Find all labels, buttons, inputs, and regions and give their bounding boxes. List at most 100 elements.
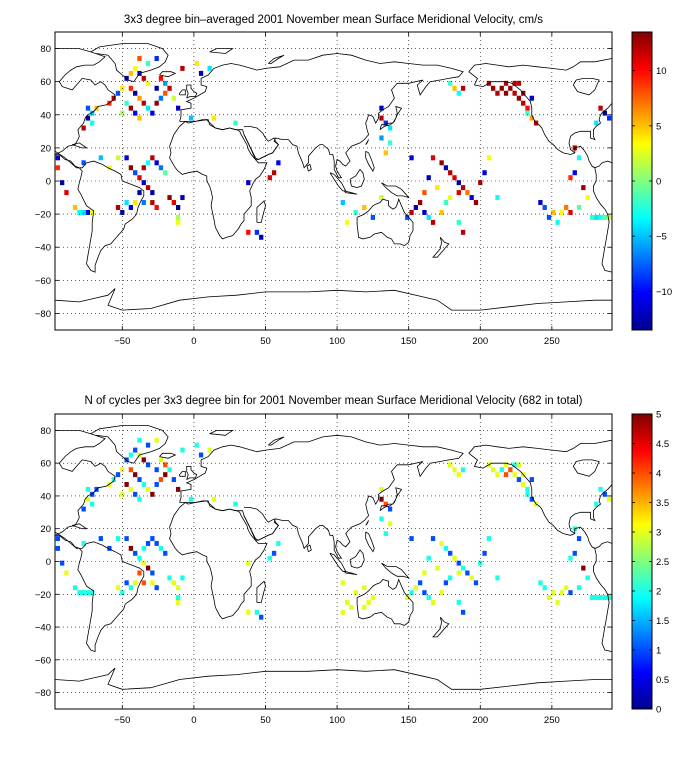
data-cell [387,140,393,146]
data-cell [503,472,509,478]
data-cell [542,205,547,210]
y-tick-label: −40 [35,243,51,254]
data-cell [430,155,436,161]
data-cell [581,185,586,191]
data-cell [426,555,431,561]
data-cell [495,195,500,201]
coastline [90,425,169,464]
data-cell [72,205,78,210]
data-cell [430,219,436,225]
data-cell [456,472,461,478]
data-cell [456,570,461,576]
coastline [268,436,285,446]
colorbar-tick-label: 0 [656,705,661,716]
data-cell [167,85,172,91]
data-cell [207,65,212,71]
data-cell [499,85,504,91]
data-cell [171,477,176,483]
data-cell [413,205,418,210]
data-cell [137,175,142,181]
data-cell [175,600,181,605]
data-cell [81,590,86,596]
data-cell [602,214,607,220]
data-cell [516,80,522,86]
data-cell [259,234,264,240]
colorbar-tick-label: 3 [656,528,661,539]
x-tick-label: 0 [191,336,196,347]
data-cell [267,175,272,181]
data-cell [551,209,556,215]
data-cell [246,609,251,615]
coastline [55,48,116,155]
y-tick-label: 20 [40,524,51,535]
data-cell [581,565,586,571]
data-cell [154,467,159,473]
data-cell [460,185,466,191]
colorbar-tick-label: 5 [656,410,661,421]
data-cell [340,200,345,206]
data-cell [163,80,168,86]
data-cell [525,105,530,111]
data-cell [154,85,159,91]
data-cell [538,580,543,586]
coastline [568,102,612,154]
data-cell [551,590,556,596]
data-cell [585,195,590,201]
data-cell [478,560,483,566]
data-cell [589,214,595,220]
data-cell [448,462,453,468]
data-cell [120,110,125,116]
data-cell [362,604,367,610]
data-cell [133,447,138,453]
data-cell [495,472,500,478]
colorbar-tick-label: −5 [656,232,667,243]
y-tick-label: 80 [40,426,51,437]
data-cell [405,214,410,220]
data-cell [602,110,607,116]
x-tick-label: 0 [191,715,196,726]
data-cell [422,570,427,576]
coastline [349,168,365,189]
coastline [243,507,279,541]
data-cell [267,555,272,561]
data-cell [145,185,151,191]
data-cell [55,545,61,551]
coastline [179,53,464,179]
data-cell [598,214,603,220]
data-cell [133,110,138,116]
data-cell [344,600,350,605]
data-cell [133,200,138,206]
coastline [179,89,186,96]
x-tick-label: −50 [114,336,130,347]
data-cell [456,180,461,186]
data-cell [150,536,155,542]
data-cell [516,95,522,101]
data-cell [211,496,217,502]
colorbar-tick-label: 2.5 [656,557,669,568]
data-cell [124,482,129,487]
y-tick-label: 40 [40,110,51,121]
data-cell [456,190,461,196]
data-cell [576,155,582,161]
data-cell [167,195,172,201]
data-cell [85,209,91,215]
data-cell [422,190,427,196]
data-cell [512,472,517,478]
colorbar-tick-label: −10 [656,287,672,298]
coastline [379,487,403,512]
data-cell [568,209,573,215]
data-cell [426,595,431,601]
coastline [365,139,369,145]
data-cell [529,496,534,502]
data-cell [167,575,172,581]
coastline [186,466,198,480]
coastline [55,288,612,311]
data-cell [508,467,513,473]
data-cell [594,501,599,507]
data-cell [430,536,436,542]
data-cell [81,209,86,215]
data-cell [85,115,91,121]
data-cell [180,575,185,581]
data-cell [115,585,121,591]
data-cell [115,90,121,96]
